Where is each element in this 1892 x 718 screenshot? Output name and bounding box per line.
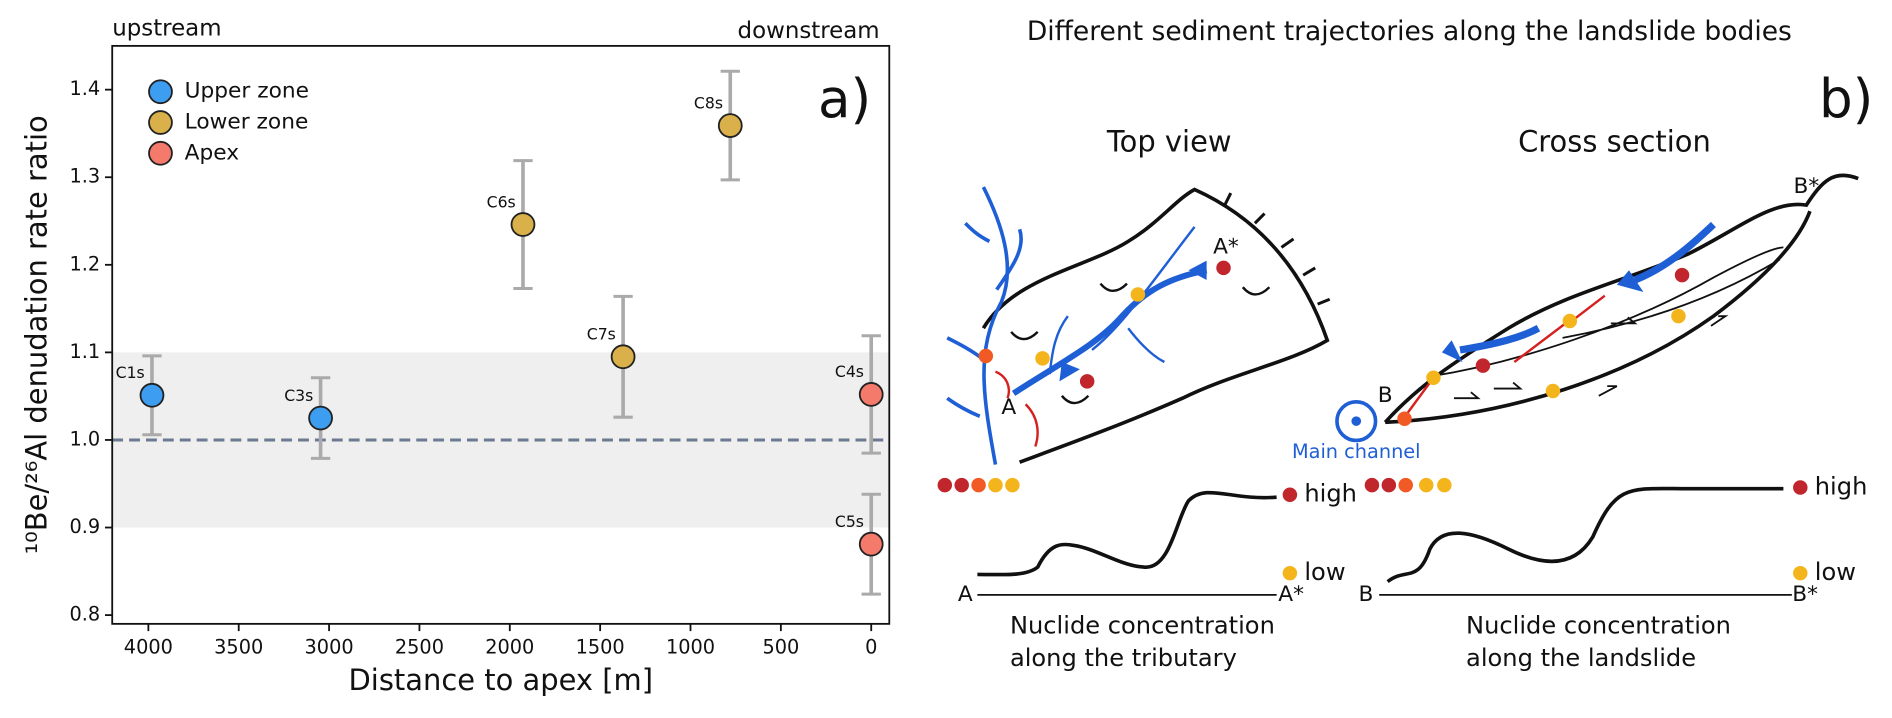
point-label: B — [1378, 383, 1393, 408]
faults — [1402, 294, 1606, 420]
legend-marker — [148, 140, 173, 166]
shear-planes — [1429, 246, 1784, 378]
hollows — [1010, 282, 1271, 405]
slide-base — [1385, 210, 1812, 425]
y-tick-label: 0.9 — [69, 515, 100, 538]
x-tick-label: 1000 — [666, 635, 715, 658]
legend-label: Lower zone — [185, 110, 309, 135]
panel-label: b) — [1819, 68, 1873, 130]
point — [139, 382, 165, 408]
scale-label: low — [1815, 558, 1856, 586]
diagram: Different sediment trajectories along th… — [937, 16, 1873, 672]
point-label: A* — [1213, 234, 1239, 259]
y-tick-label: 1.4 — [69, 77, 100, 100]
axis-end: A — [958, 582, 973, 607]
slope-surface — [1383, 173, 1859, 424]
point — [717, 113, 743, 138]
legend-marker — [148, 110, 173, 135]
top-view-title: Top view — [1106, 125, 1232, 159]
scale-label: high — [1815, 473, 1868, 501]
point — [308, 405, 333, 431]
point — [510, 212, 536, 237]
channel-symbol — [1335, 400, 1378, 443]
caption: Nuclide concentration — [1010, 611, 1275, 639]
x-tick-label: 2500 — [395, 635, 444, 658]
channel-label: Main channel — [1292, 440, 1421, 463]
arrowhead — [1188, 260, 1207, 280]
arrowhead — [1059, 362, 1080, 382]
flow-arrows — [1459, 221, 1716, 354]
point-label: C7s — [587, 325, 616, 344]
y-tick-label: 1.3 — [69, 165, 100, 188]
legend-label: Apex — [185, 140, 240, 165]
point-label: C8s — [694, 93, 723, 112]
caption: along the landslide — [1466, 644, 1696, 672]
x-tick-label: 0 — [865, 635, 877, 658]
dot-scale — [937, 477, 1808, 581]
point-label: C3s — [284, 386, 313, 405]
diagram-title: Different sediment trajectories along th… — [1027, 16, 1792, 47]
x-tick-label: 3500 — [214, 635, 263, 658]
sample-dots — [1397, 267, 1690, 426]
sample-dots — [978, 260, 1231, 389]
x-tick-label: 1500 — [576, 635, 625, 658]
profile-b — [1386, 486, 1784, 584]
axis-end: B* — [1792, 582, 1818, 607]
plot-frame — [111, 44, 891, 625]
annotation: upstream — [112, 15, 221, 41]
arrowhead — [1441, 340, 1463, 363]
legend-marker — [148, 79, 173, 105]
scarp-ticks — [1223, 192, 1331, 306]
point — [858, 531, 884, 557]
y-axis-label: ¹⁰Be/²⁶Al denudation rate ratio — [20, 115, 54, 554]
point-label: A — [1001, 395, 1016, 420]
point-label: C4s — [835, 362, 864, 381]
point-label: C1s — [116, 363, 145, 382]
cross-section-title: Cross section — [1518, 125, 1711, 159]
point — [610, 344, 636, 370]
axis-end: A* — [1278, 582, 1304, 607]
scale-label: low — [1304, 558, 1345, 586]
y-tick-label: 0.8 — [69, 603, 100, 626]
landslide-outline — [981, 187, 1330, 464]
point-label: C6s — [487, 192, 516, 211]
profile-a — [977, 490, 1277, 577]
point-label: B* — [1793, 174, 1819, 199]
axis-end: B — [1358, 582, 1373, 607]
tributary-branches — [1048, 226, 1196, 375]
caption: Nuclide concentration — [1466, 611, 1731, 639]
x-tick-label: 500 — [762, 635, 799, 658]
x-axis-label: Distance to apex [m] — [349, 663, 653, 697]
scarps — [994, 370, 1039, 447]
panel-label: a) — [818, 68, 871, 130]
point — [858, 382, 884, 407]
annotation: downstream — [738, 18, 880, 44]
legend-label: Upper zone — [185, 79, 309, 104]
x-tick-label: 4000 — [124, 635, 173, 658]
scale-label: high — [1304, 480, 1357, 508]
y-tick-label: 1.2 — [69, 252, 100, 275]
y-tick-label: 1.1 — [69, 340, 100, 363]
channel-symbol — [1351, 416, 1362, 426]
x-tick-label: 3000 — [305, 635, 354, 658]
motion-marks — [1453, 315, 1729, 400]
x-tick-label: 2000 — [485, 635, 534, 658]
point-label: C5s — [835, 512, 864, 531]
caption: along the tributary — [1010, 644, 1237, 672]
y-tick-label: 1.0 — [69, 427, 100, 450]
